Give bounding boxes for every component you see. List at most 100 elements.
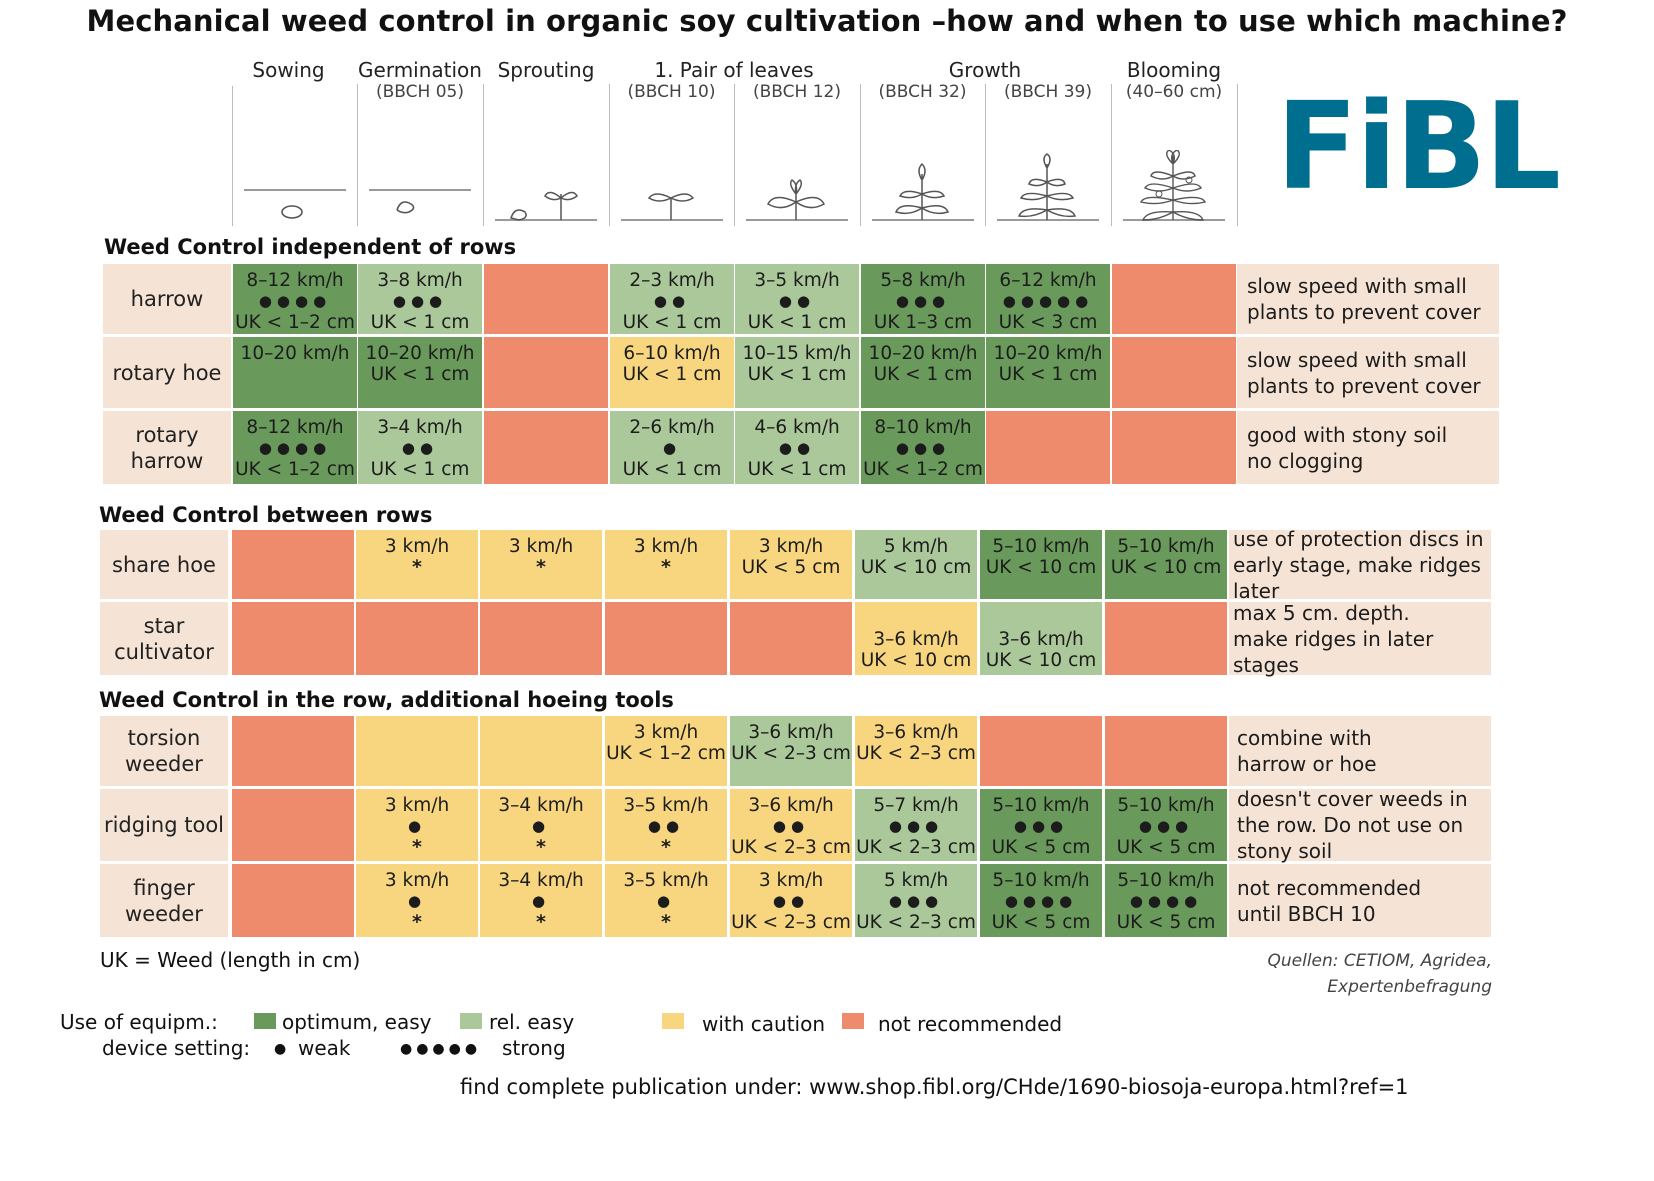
usage-note: slow speed with small plants to prevent … xyxy=(1237,264,1499,334)
stage-sub-3: (BBCH 10) xyxy=(627,82,716,102)
asterisk-mark: * xyxy=(412,911,422,933)
stage-divider xyxy=(609,84,610,226)
plant-illustration-5 xyxy=(860,150,986,224)
weed-length: UK < 5 cm xyxy=(991,837,1091,858)
rating-cell-rel-easy: 3–4 km/h ●● UK < 1 cm xyxy=(358,411,482,484)
rating-cell-caution: 3 km/h * xyxy=(356,530,478,599)
rating-cell-rel-easy: 4–6 km/h ●● UK < 1 cm xyxy=(735,411,859,484)
rating-cell-optimum: 8–12 km/h ●●●● UK < 1–2 cm xyxy=(233,411,357,484)
speed-value: 3–6 km/h xyxy=(873,722,959,743)
weed-length: UK < 1 cm xyxy=(747,364,847,385)
rating-cell-not-recommended xyxy=(356,602,478,675)
weed-length: UK < 1 cm xyxy=(873,364,973,385)
rating-cell-not-recommended xyxy=(232,716,354,786)
setting-dots: ●●●●● xyxy=(1002,292,1094,310)
rating-cell-rel-easy: 10–15 km/h UK < 1 cm xyxy=(735,337,859,408)
setting-dots: ●● xyxy=(647,817,685,835)
legend-use-label: Use of equipm.: xyxy=(60,1010,218,1034)
setting-dots: ●●●● xyxy=(258,292,332,310)
weed-length: UK < 10 cm xyxy=(1110,557,1222,578)
rating-cell-not-recommended xyxy=(980,716,1102,786)
weed-length: UK < 1 cm xyxy=(622,364,722,385)
stage-label-1: Germination xyxy=(358,58,482,82)
weed-length: UK 1–3 cm xyxy=(873,312,973,333)
legend-swatch-not-recommended xyxy=(842,1013,864,1029)
rating-cell-caution xyxy=(480,716,602,786)
speed-value: 3–6 km/h xyxy=(998,629,1084,650)
stage-group-growth: Growth xyxy=(948,58,1022,82)
machine-label: harrow xyxy=(103,264,231,334)
weed-length: UK < 10 cm xyxy=(985,650,1097,671)
weed-length xyxy=(855,608,977,629)
rating-cell-caution: 3–4 km/h ● * xyxy=(480,864,602,937)
speed-value: 10–20 km/h xyxy=(993,343,1103,364)
plant-illustration-1 xyxy=(357,150,483,224)
rating-cell-rel-easy: 2–6 km/h ● UK < 1 cm xyxy=(610,411,734,484)
rating-cell-caution: 3 km/h UK < 5 cm xyxy=(730,530,852,599)
setting-dots: ● xyxy=(531,892,551,910)
speed-value: 3 km/h xyxy=(758,870,824,891)
speed-value: 5–10 km/h xyxy=(1117,870,1215,891)
usage-note: combine with harrow or hoe xyxy=(1229,716,1491,786)
speed-value: 8–10 km/h xyxy=(874,417,972,438)
weed-length: UK < 3 cm xyxy=(998,312,1098,333)
legend-caution: with caution xyxy=(702,1012,826,1036)
setting-dots: ● xyxy=(407,817,427,835)
rating-cell-rel-easy: 3–6 km/h UK < 10 cm xyxy=(980,602,1102,675)
setting-dots: ●●● xyxy=(895,292,951,310)
weed-length: UK < 2–3 cm xyxy=(731,912,851,933)
rating-cell-not-recommended xyxy=(484,337,608,408)
sources-line-1: Quellen: CETIOM, Agridea, xyxy=(1267,951,1493,971)
speed-value: 3–6 km/h xyxy=(748,795,834,816)
weed-length: UK < 1–2 cm xyxy=(863,459,983,480)
rating-cell-not-recommended xyxy=(1105,602,1227,675)
legend-swatch-caution xyxy=(662,1013,684,1029)
speed-value: 2–6 km/h xyxy=(629,417,715,438)
stage-sub-5: (BBCH 32) xyxy=(878,82,967,102)
speed-value: 5–10 km/h xyxy=(992,870,1090,891)
rating-cell-caution: 3–5 km/h ●● * xyxy=(605,789,727,861)
usage-note: slow speed with small plants to prevent … xyxy=(1237,337,1499,408)
weed-length: UK < 10 cm xyxy=(860,650,972,671)
rating-cell-not-recommended xyxy=(232,864,354,937)
rating-cell-caution: 3–6 km/h ●● UK < 2–3 cm xyxy=(730,789,852,861)
setting-dots: ●●● xyxy=(895,439,951,457)
speed-value: 5–7 km/h xyxy=(873,795,959,816)
speed-value: 3 km/h xyxy=(633,722,699,743)
rating-cell-optimum: 10–20 km/h UK < 1 cm xyxy=(986,337,1110,408)
footer-link[interactable]: find complete publication under: www.sho… xyxy=(460,1075,1409,1099)
rating-cell-caution: 3 km/h ● * xyxy=(356,864,478,937)
speed-value: 5–10 km/h xyxy=(1117,795,1215,816)
usage-note: good with stony soil no clogging xyxy=(1237,411,1499,484)
rating-cell-not-recommended xyxy=(1112,337,1236,408)
usage-note: use of protection discs in early stage, … xyxy=(1229,527,1491,603)
plant-illustration-6 xyxy=(985,150,1111,224)
fibl-logo: FiBL xyxy=(1276,78,1561,217)
setting-dots: ● xyxy=(662,439,682,457)
legend-weak-dot: ● xyxy=(274,1041,287,1057)
setting-dots: ●●● xyxy=(1138,817,1194,835)
stage-divider xyxy=(483,84,484,226)
weed-length: UK < 2–3 cm xyxy=(856,912,976,933)
weed-length: UK < 1 cm xyxy=(622,312,722,333)
legend-setting-label: device setting: xyxy=(102,1036,251,1060)
rating-cell-rel-easy: 3–5 km/h ●● UK < 1 cm xyxy=(735,264,859,334)
speed-value: 3 km/h xyxy=(633,536,699,557)
weed-length: UK < 1 cm xyxy=(998,364,1098,385)
speed-value: 3–4 km/h xyxy=(498,870,584,891)
plant-illustration-0 xyxy=(232,150,358,224)
legend-rel-easy: rel. easy xyxy=(489,1010,575,1034)
machine-label: share hoe xyxy=(100,530,228,599)
rating-cell-rel-easy: 5–7 km/h ●●● UK < 2–3 cm xyxy=(855,789,977,861)
section-title-2: Weed Control in the row, additional hoei… xyxy=(99,688,674,712)
rating-cell-caution: 3–6 km/h UK < 2–3 cm xyxy=(855,716,977,786)
stage-divider xyxy=(734,84,735,226)
speed-value: 10–20 km/h xyxy=(868,343,978,364)
setting-dots: ●●● xyxy=(888,817,944,835)
rating-cell-caution xyxy=(356,716,478,786)
rating-cell-not-recommended xyxy=(484,264,608,334)
setting-dots: ●●●● xyxy=(258,439,332,457)
setting-dots: ●● xyxy=(778,292,816,310)
legend-not-recommended: not recommended xyxy=(878,1012,1063,1036)
rating-cell-caution: 3–5 km/h ● * xyxy=(605,864,727,937)
